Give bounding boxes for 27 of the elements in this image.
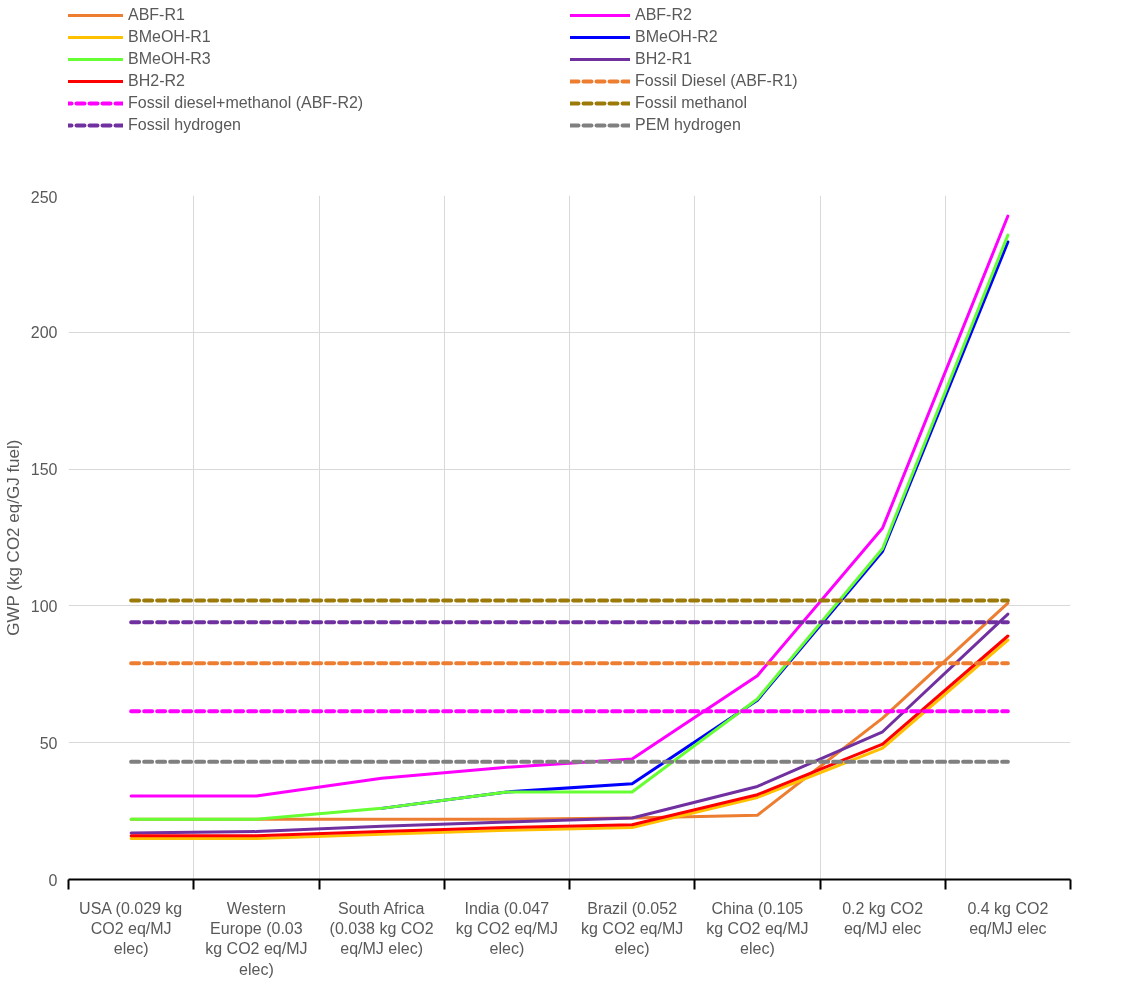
legend-label: BH2-R1 xyxy=(635,50,693,68)
y-tick-label: 50 xyxy=(39,734,58,752)
y-tick-label: 0 xyxy=(48,871,58,889)
legend-label: Fossil hydrogen xyxy=(128,116,242,134)
legend-label: Fossil methanol xyxy=(635,94,749,112)
legend-label: BMeOH-R1 xyxy=(128,28,212,46)
y-tick-label: 100 xyxy=(30,597,58,615)
y-axis-title: GWP (kg CO2 eq/GJ fuel) xyxy=(3,439,23,636)
legend-label: Fossil Diesel (ABF-R1) xyxy=(635,72,799,90)
y-tick-label: 150 xyxy=(30,461,58,479)
legend-label: BMeOH-R2 xyxy=(635,28,719,46)
x-tick-label: 0.4 kg CO2 eq/MJ elec xyxy=(967,899,1049,937)
y-tick-label: 200 xyxy=(30,324,58,342)
x-tick-label: Brazil (0.052 kg CO2 eq/MJ elec) xyxy=(581,899,684,958)
x-tick-label: Western Europe (0.03 kg CO2 eq/MJ elec) xyxy=(205,899,308,978)
legend-label: ABF-R1 xyxy=(128,6,186,24)
legend-label: ABF-R2 xyxy=(635,6,693,24)
y-tick-label: 250 xyxy=(30,188,58,206)
legend-label: BMeOH-R3 xyxy=(128,50,212,68)
x-tick-label: India (0.047 kg CO2 eq/MJ elec) xyxy=(455,899,559,958)
x-tick-label: China (0.105 kg CO2 eq/MJ elec) xyxy=(706,899,809,958)
x-tick-label: USA (0.029 kg CO2 eq/MJ elec) xyxy=(79,899,183,958)
legend-label: Fossil diesel+methanol (ABF-R2) xyxy=(128,94,365,112)
legend-label: BH2-R2 xyxy=(128,72,186,90)
x-tick-label: 0.2 kg CO2 eq/MJ elec xyxy=(842,899,924,937)
x-tick-label: South Africa (0.038 kg CO2 eq/MJ elec) xyxy=(329,899,434,958)
legend-label: PEM hydrogen xyxy=(635,116,742,134)
